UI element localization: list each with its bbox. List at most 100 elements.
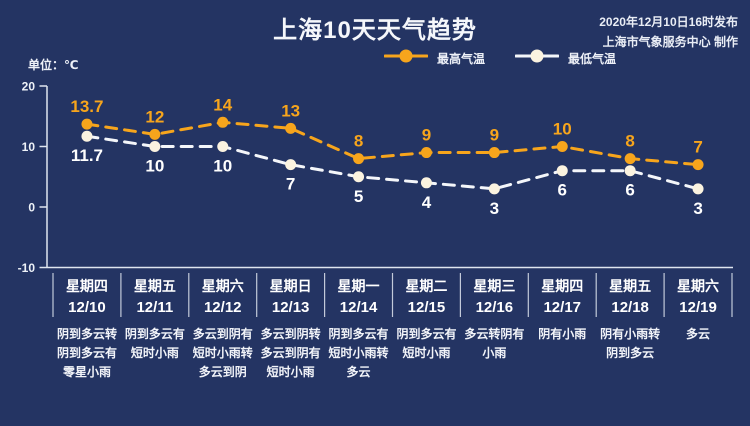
low-temp-point — [217, 141, 229, 152]
low-temp-value-label: 6 — [625, 181, 634, 200]
high-temp-point — [81, 118, 93, 130]
weather-text-line: 多云到阴转 — [260, 327, 321, 341]
low-temp-value-label: 3 — [693, 199, 702, 218]
weather-text-line: 多云到阴 — [198, 365, 247, 379]
weather-text-line: 多云到阴有 — [192, 327, 253, 341]
day-column: 星期六 12/12 多云到阴有 短时小雨转 多云到阴 — [189, 272, 257, 382]
weather-text-line: 多云 — [686, 327, 711, 341]
day-column: 星期四 12/17 阴有小雨 — [528, 272, 596, 344]
y-axis-tick-label: -10 — [18, 261, 36, 275]
weather-text: 多云到阴转多云到阴有短时小雨 — [257, 325, 325, 382]
date-label: 12/15 — [407, 299, 446, 316]
high-temp-point — [556, 141, 568, 152]
high-temp-value-label: 12 — [145, 107, 164, 126]
day-column: 星期三 12/16 多云转阴有小雨 — [460, 272, 528, 363]
low-temp-line — [85, 134, 700, 191]
high-temp-point — [488, 147, 500, 159]
high-temp-point — [149, 128, 161, 140]
high-temp-value-label: 10 — [553, 120, 572, 139]
publisher: 上海市气象服务中心 制作 — [602, 35, 738, 49]
legend-item-low-temp: 最低气温 — [514, 48, 617, 69]
weekday-label: 星期五 — [133, 278, 176, 294]
day-column: 星期五 12/11 阴到多云有短时小雨 — [121, 272, 189, 363]
weather-text: 多云到阴有 短时小雨转 多云到阴 — [189, 325, 257, 382]
low-temp-marker-icon — [514, 48, 560, 69]
date-label: 12/17 — [543, 299, 582, 316]
weather-text: 阴到多云转 阴到多云有 零星小雨 — [53, 325, 121, 382]
weekday-label: 星期四 — [65, 278, 108, 294]
weather-text-line: 多云转阴有 — [464, 327, 525, 341]
weekday-label: 星期二 — [405, 278, 448, 294]
weather-text-line: 短时小雨转 — [328, 346, 389, 360]
low-temp-point — [353, 171, 365, 183]
low-temp-point — [81, 130, 93, 142]
publish-info: 2020年12月10日16时发布 上海市气象服务中心 制作 — [599, 12, 738, 52]
weekday-label: 星期日 — [269, 278, 312, 294]
weather-text: 阴有小雨转 阴到多云 — [596, 325, 664, 363]
y-axis-tick-label: 20 — [22, 80, 36, 94]
high-temp-value-label: 7 — [693, 138, 702, 157]
weather-text-line: 阴到多云有 — [328, 327, 389, 341]
y-axis-tick-label: 0 — [28, 201, 35, 215]
weekday-label: 星期六 — [677, 278, 720, 294]
page-title: 上海10天天气趋势 — [273, 17, 477, 44]
weather-text-line: 短时小雨 — [266, 365, 315, 379]
low-temp-point — [420, 177, 432, 189]
low-temp-value-label: 4 — [422, 193, 432, 212]
low-temp-point — [488, 183, 500, 195]
low-temp-value-label: 7 — [286, 175, 295, 194]
weather-text-line: 阴到多云有 — [124, 327, 185, 341]
day-column: 星期五 12/18 阴有小雨转 阴到多云 — [596, 272, 664, 363]
weather-text-line: 多云 — [346, 365, 371, 379]
date-label: 12/12 — [203, 299, 242, 316]
high-temp-point — [353, 153, 365, 165]
chart-legend: 最高气温 最低气温 — [383, 48, 617, 69]
weather-text-line: 阴有小雨转 — [600, 327, 661, 341]
date-label: 12/14 — [339, 299, 378, 316]
high-temp-point — [420, 147, 432, 159]
weather-text-line: 短时小雨 — [130, 346, 179, 360]
weather-text: 阴有小雨 — [528, 325, 596, 344]
low-temp-point — [285, 159, 297, 171]
day-column: 星期日 12/13 多云到阴转多云到阴有短时小雨 — [257, 272, 325, 382]
low-temp-value-label: 10 — [213, 157, 232, 176]
legend-label-low-temp: 最低气温 — [568, 52, 617, 66]
day-column: 星期一 12/14 阴到多云有 短时小雨转 多云 — [325, 272, 393, 382]
day-column: 星期四 12/10 阴到多云转 阴到多云有 零星小雨 — [53, 272, 121, 382]
date-label: 12/16 — [475, 299, 514, 316]
weekday-label: 星期五 — [609, 278, 652, 294]
date-label: 12/11 — [136, 299, 174, 316]
day-column: 星期二 12/15 阴到多云有短时小雨 — [393, 272, 461, 363]
weekday-label: 星期六 — [201, 278, 244, 294]
date-label: 12/13 — [271, 299, 310, 316]
weather-text-line: 阴到多云有 — [56, 346, 117, 360]
weather-text-line: 阴到多云转 — [56, 327, 117, 341]
weather-text: 阴到多云有 短时小雨 — [393, 325, 461, 363]
high-temp-point — [624, 153, 636, 165]
high-temp-point — [217, 116, 229, 128]
high-temp-value-label: 14 — [213, 95, 232, 114]
high-temp-value-label: 8 — [625, 132, 634, 151]
weather-text-line: 短时小雨 — [402, 346, 451, 360]
weekday-label: 星期三 — [473, 278, 516, 294]
weekday-label: 星期四 — [541, 278, 584, 294]
weather-text: 多云转阴有 小雨 — [460, 325, 528, 363]
high-temp-marker-icon — [383, 48, 429, 69]
high-temp-value-label: 9 — [490, 126, 499, 145]
legend-label-high-temp: 最高气温 — [437, 52, 486, 66]
weather-text-line: 多云到阴有 — [260, 346, 321, 360]
weather-text-line: 小雨 — [482, 346, 507, 360]
low-temp-point — [556, 165, 568, 177]
y-axis-tick-label: 10 — [22, 140, 36, 154]
low-temp-value-label: 6 — [558, 181, 567, 200]
weather-text-line: 阴到多云有 — [396, 327, 457, 341]
low-temp-value-label: 5 — [354, 187, 363, 206]
date-label: 12/19 — [679, 299, 717, 316]
low-temp-value-label: 3 — [490, 199, 499, 218]
publish-time: 2020年12月10日16时发布 — [599, 15, 738, 29]
weather-text: 多云 — [664, 325, 732, 344]
date-label: 12/10 — [68, 299, 106, 316]
high-temp-line — [85, 120, 700, 167]
low-temp-point — [149, 141, 161, 152]
